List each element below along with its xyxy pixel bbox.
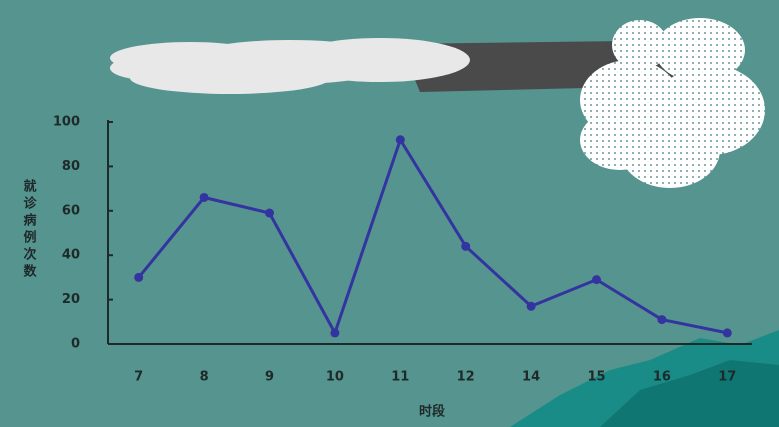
x-axis-label: 时段: [419, 404, 445, 420]
x-tick-label: 15: [587, 370, 605, 385]
marker: [265, 208, 274, 218]
y-tick-label: 0: [71, 337, 80, 352]
y-tick-label: 60: [62, 203, 80, 218]
x-tick-label: 14: [522, 370, 540, 385]
marker: [395, 135, 405, 145]
marker: [526, 301, 536, 311]
marker: [199, 192, 209, 202]
y-tick-label: 40: [62, 248, 80, 263]
x-tick-label: 10: [326, 370, 344, 385]
x-tick-label: 8: [200, 370, 209, 385]
decoration: [110, 18, 779, 427]
x-tick-label: 17: [718, 370, 736, 385]
y-tick-label: 20: [62, 292, 80, 307]
marker: [592, 275, 601, 285]
x-tick-label: 16: [653, 370, 671, 385]
x-tick-label: 11: [391, 370, 409, 385]
line: [137, 136, 728, 337]
y-tick-label: 80: [62, 159, 80, 174]
marker: [461, 241, 471, 251]
marker: [134, 272, 144, 282]
y-axis-label: 就诊病例次数: [21, 178, 37, 281]
x-tick-label: 12: [457, 370, 475, 385]
x-tick-label: 7: [134, 370, 143, 385]
y-tick-label: 100: [53, 115, 80, 130]
marker: [722, 328, 732, 338]
marker: [657, 315, 667, 325]
marker: [330, 328, 340, 338]
x-tick-label: 9: [265, 370, 274, 385]
